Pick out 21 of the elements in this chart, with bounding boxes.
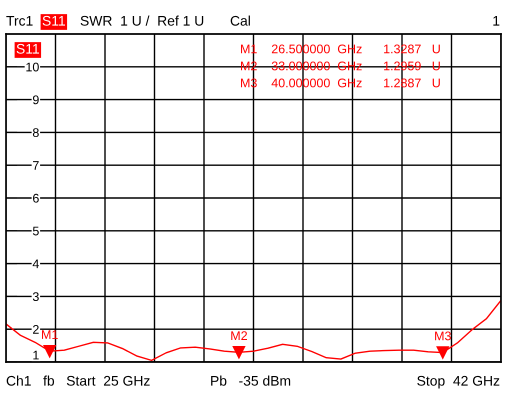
text: SWR 1 U / Ref 1 U	[80, 16, 204, 26]
annotation: S11	[16, 44, 40, 54]
y-tick-label: 2	[33, 325, 39, 334]
y-tick-label: 10	[26, 62, 39, 72]
y-tick-label: 1	[33, 350, 39, 360]
text: Cal	[230, 16, 250, 26]
text: Stop 42 GHz	[417, 376, 500, 388]
y-tick-label: 6	[33, 194, 39, 203]
text: 1	[493, 16, 500, 26]
data-label: M3	[435, 331, 451, 340]
y-tick-label: 9	[32, 95, 39, 104]
y-tick-label: 4	[32, 260, 39, 268]
y-tick-label: 3	[32, 292, 39, 302]
text: Ch1 fb Start 25 GHz	[6, 376, 150, 386]
data-label: M2	[231, 331, 247, 340]
y-tick-label: 5	[32, 226, 39, 236]
y-tick-label: 8	[32, 128, 39, 138]
y-tick-label: 7	[33, 161, 39, 170]
text: S11	[42, 16, 66, 26]
text: Pb -35 dBm	[211, 376, 290, 386]
text: Trc1	[6, 16, 33, 26]
